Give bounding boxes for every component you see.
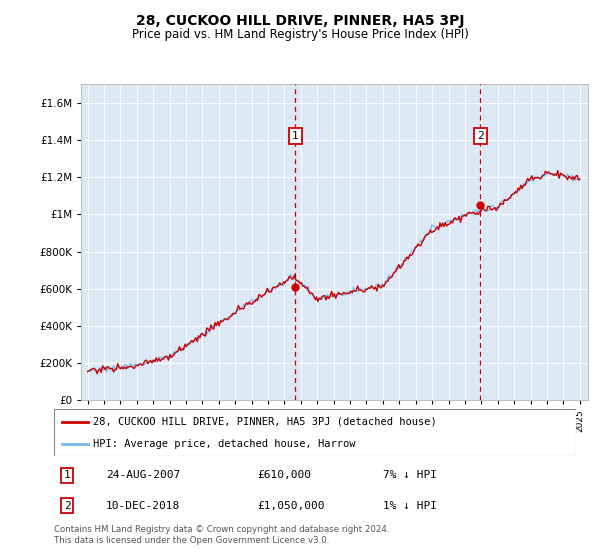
- Text: 28, CUCKOO HILL DRIVE, PINNER, HA5 3PJ: 28, CUCKOO HILL DRIVE, PINNER, HA5 3PJ: [136, 14, 464, 28]
- Text: 24-AUG-2007: 24-AUG-2007: [106, 470, 181, 480]
- Text: 1: 1: [64, 470, 70, 480]
- Text: 7% ↓ HPI: 7% ↓ HPI: [383, 470, 437, 480]
- Text: £1,050,000: £1,050,000: [257, 501, 325, 511]
- Text: 28, CUCKOO HILL DRIVE, PINNER, HA5 3PJ (detached house): 28, CUCKOO HILL DRIVE, PINNER, HA5 3PJ (…: [93, 417, 437, 427]
- Text: £610,000: £610,000: [257, 470, 311, 480]
- Text: Contains HM Land Registry data © Crown copyright and database right 2024.
This d: Contains HM Land Registry data © Crown c…: [54, 525, 389, 545]
- Text: HPI: Average price, detached house, Harrow: HPI: Average price, detached house, Harr…: [93, 438, 356, 449]
- Text: 2: 2: [476, 131, 484, 141]
- Text: 1: 1: [292, 131, 298, 141]
- Text: 2: 2: [64, 501, 70, 511]
- Text: 1% ↓ HPI: 1% ↓ HPI: [383, 501, 437, 511]
- Text: 10-DEC-2018: 10-DEC-2018: [106, 501, 181, 511]
- Text: Price paid vs. HM Land Registry's House Price Index (HPI): Price paid vs. HM Land Registry's House …: [131, 28, 469, 41]
